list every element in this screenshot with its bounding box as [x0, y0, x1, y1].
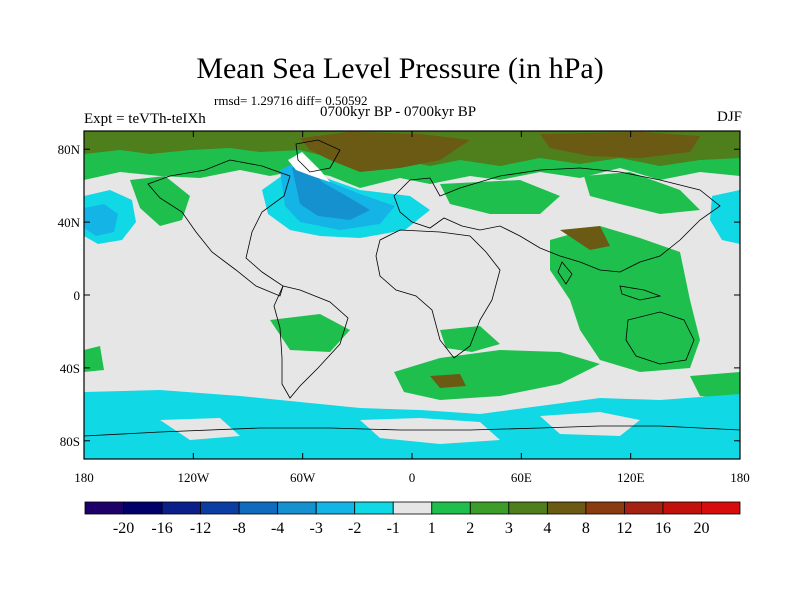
stats-text: rmsd= 1.29716 diff= 0.50592	[214, 93, 368, 108]
colorbar-label: 2	[466, 520, 474, 537]
season-label: DJF	[716, 109, 742, 125]
lat-tick-label: 40S	[60, 361, 80, 376]
lat-tick-label: 40N	[58, 215, 81, 230]
lon-tick-label: 120E	[617, 470, 645, 485]
period-label: 0700kyr BP - 0700kyr BP	[320, 104, 477, 120]
colorbar-label: -8	[232, 520, 245, 537]
colorbar-label: 20	[693, 520, 709, 537]
longitude-axis: 180 120W 60W 0 60E 120E 180	[74, 131, 750, 485]
colorbar-box	[200, 501, 240, 515]
coastlines	[84, 139, 740, 437]
colorbar-label: -4	[271, 520, 284, 537]
colorbar-box	[277, 501, 317, 515]
colorbar-box	[662, 501, 702, 515]
colorbar-label: 16	[655, 520, 671, 537]
colorbar-box	[123, 501, 163, 515]
colorbar-label: -20	[113, 520, 134, 537]
colorbar-box	[585, 501, 625, 515]
field-indo-pacific	[440, 172, 700, 372]
colorbar-box	[238, 501, 279, 515]
lat-tick-label: 0	[74, 288, 81, 303]
colorbar-box	[624, 501, 664, 515]
lon-tick-label: 0	[409, 470, 416, 485]
colorbar-label: 12	[616, 520, 632, 537]
lon-tick-label: 180	[74, 470, 94, 485]
field-north-pacific	[84, 176, 740, 244]
lat-tick-label: 80N	[58, 142, 81, 157]
colorbar-label: -16	[151, 520, 172, 537]
lon-tick-label: 180	[730, 470, 750, 485]
experiment-label: Expt = teVTh-teIXh	[84, 111, 206, 127]
lon-tick-label: 120W	[177, 470, 210, 485]
colorbar-box	[508, 501, 548, 515]
colorbar-label: 8	[582, 520, 590, 537]
colorbar-label: -2	[348, 520, 361, 537]
field-arctic	[84, 131, 740, 188]
colorbar-box	[84, 501, 124, 515]
map-panel	[84, 131, 740, 459]
latitude-axis: 80N 40N 0 40S 80S	[58, 142, 740, 449]
colorbar-box	[431, 501, 471, 515]
field-southern-belt	[84, 314, 740, 400]
colorbar-box	[161, 501, 201, 515]
field-southern-ocean	[84, 390, 740, 459]
page-title: Mean Sea Level Pressure (in hPa)	[196, 52, 604, 85]
lon-tick-label: 60E	[511, 470, 532, 485]
colorbar-label: 3	[505, 520, 513, 537]
colorbar-box	[354, 501, 394, 515]
colorbar: -20 -16 -12 -8 -4 -3 -2 -1 1 2 3 4 8 12 16 20	[84, 501, 741, 537]
lon-tick-label: 60W	[290, 470, 316, 485]
colorbar-label: -1	[387, 520, 400, 537]
colorbar-box	[392, 501, 433, 515]
colorbar-label: -12	[190, 520, 211, 537]
colorbar-box	[546, 501, 587, 515]
colorbar-box	[469, 501, 510, 515]
colorbar-label: 4	[543, 520, 551, 537]
colorbar-label: 1	[428, 520, 436, 537]
lat-tick-label: 80S	[60, 434, 80, 449]
field-north-atlantic	[262, 152, 430, 238]
colorbar-label: -3	[310, 520, 323, 537]
colorbar-box	[701, 501, 741, 515]
colorbar-box	[315, 501, 356, 515]
